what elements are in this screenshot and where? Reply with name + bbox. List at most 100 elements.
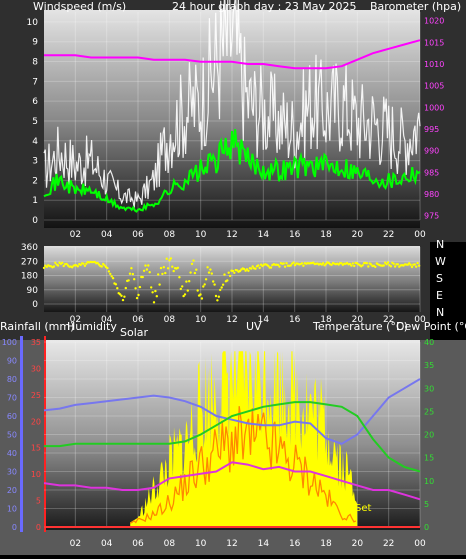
direction-point <box>209 268 212 271</box>
direction-point <box>195 268 198 271</box>
humidity-scale-bar <box>20 336 23 532</box>
humidity-tick-label: 70 <box>7 394 17 403</box>
x-tick-label: 18 <box>320 315 332 325</box>
direction-letter: W <box>435 255 446 268</box>
direction-point <box>258 266 261 270</box>
direction-point <box>45 265 48 268</box>
x-tick-label: 16 <box>289 315 301 325</box>
marks-layer <box>42 0 421 528</box>
x-tick-label: 08 <box>164 230 176 240</box>
x-tick-label: 00 <box>414 230 426 240</box>
direction-point <box>409 263 412 266</box>
direction-point <box>384 261 387 264</box>
direction-point <box>300 262 304 265</box>
direction-point <box>367 265 370 268</box>
direction-point <box>152 301 156 304</box>
direction-point <box>193 271 197 275</box>
direction-point <box>130 267 133 270</box>
direction-point <box>247 269 250 272</box>
direction-point <box>415 265 418 268</box>
direction-point <box>289 264 292 267</box>
direction-point <box>199 293 202 296</box>
temperature-series-line <box>44 401 421 473</box>
direction-point <box>54 261 57 264</box>
direction-point <box>386 261 390 264</box>
temperature-tick-label: 30 <box>424 384 434 393</box>
direction-point <box>183 293 187 296</box>
direction-point <box>168 259 171 262</box>
direction-point <box>172 269 175 273</box>
direction-point <box>190 262 194 266</box>
x-tick-label: 18 <box>320 230 332 240</box>
solar-area <box>130 351 358 527</box>
rain-tick-label: 0 <box>36 523 41 532</box>
direction-point <box>238 269 242 273</box>
x-tick-label: 20 <box>352 315 364 325</box>
direction-point <box>382 264 385 267</box>
humidity-tick-label: 10 <box>7 505 17 514</box>
x-tick-label: 10 <box>195 539 207 549</box>
sunset-label: Set <box>355 503 372 514</box>
temperature-tick-label: 35 <box>424 361 434 370</box>
direction-point <box>76 265 80 268</box>
temperature-label: Temperature (°C) <box>312 320 408 333</box>
windspeed-axis-label: Windspeed (m/s) <box>33 0 126 13</box>
uv-series-line <box>129 406 357 524</box>
x-tick-label: 08 <box>164 539 176 549</box>
direction-point <box>285 262 288 265</box>
x-tick-label: 06 <box>132 315 144 325</box>
direction-point <box>128 272 132 275</box>
direction-point <box>322 262 325 265</box>
direction-point <box>186 289 189 292</box>
ticks-layer: 0123456789109759809859909951000100510101… <box>2 17 445 549</box>
x-tick-label: 14 <box>258 230 270 240</box>
direction-point <box>145 268 149 271</box>
direction-point <box>216 299 219 302</box>
direction-point <box>192 259 195 262</box>
direction-point <box>214 294 218 298</box>
direction-point <box>83 264 87 267</box>
x-tick-label: 22 <box>383 230 394 240</box>
direction-point <box>179 287 182 291</box>
direction-point <box>393 265 397 268</box>
x-tick-label: 20 <box>352 539 364 549</box>
rainfall-label: Rainfall (mm) <box>0 320 74 333</box>
direction-point <box>118 293 122 296</box>
direction-point <box>162 266 165 269</box>
direction-point <box>134 287 137 290</box>
direction-point <box>121 298 125 302</box>
humidity-tick-label: 20 <box>7 486 17 495</box>
wind-average-series-line <box>43 129 421 213</box>
direction-point <box>127 279 130 282</box>
direction-point <box>100 265 104 268</box>
x-tick-label: 00 <box>414 539 426 549</box>
x-tick-label: 04 <box>101 230 113 240</box>
x-tick-label: 02 <box>70 315 81 325</box>
direction-point <box>107 270 111 273</box>
direction-point <box>243 267 246 271</box>
x-tick-label: 14 <box>258 539 270 549</box>
direction-point <box>269 266 273 269</box>
direction-point <box>185 280 188 283</box>
direction-point <box>85 262 88 265</box>
direction-point <box>114 283 118 286</box>
direction-point <box>188 280 191 283</box>
rain-tick-label: 25 <box>31 391 41 400</box>
direction-point <box>302 264 305 267</box>
direction-point <box>154 289 157 293</box>
barometer-tick-label: 1010 <box>424 60 444 69</box>
direction-point <box>52 265 56 268</box>
direction-point <box>65 262 68 266</box>
direction-point <box>282 262 285 265</box>
direction-point <box>166 267 170 270</box>
direction-point <box>221 283 225 286</box>
direction-point <box>106 266 109 270</box>
direction-point <box>97 263 101 266</box>
x-tick-label: 12 <box>226 230 237 240</box>
direction-letter: N <box>436 306 444 319</box>
humidity-tick-label: 50 <box>7 431 17 440</box>
direction-point <box>267 264 270 267</box>
x-tick-label: 00 <box>414 315 426 325</box>
wind-tick-label: 4 <box>32 137 38 147</box>
direction-point <box>147 264 150 267</box>
